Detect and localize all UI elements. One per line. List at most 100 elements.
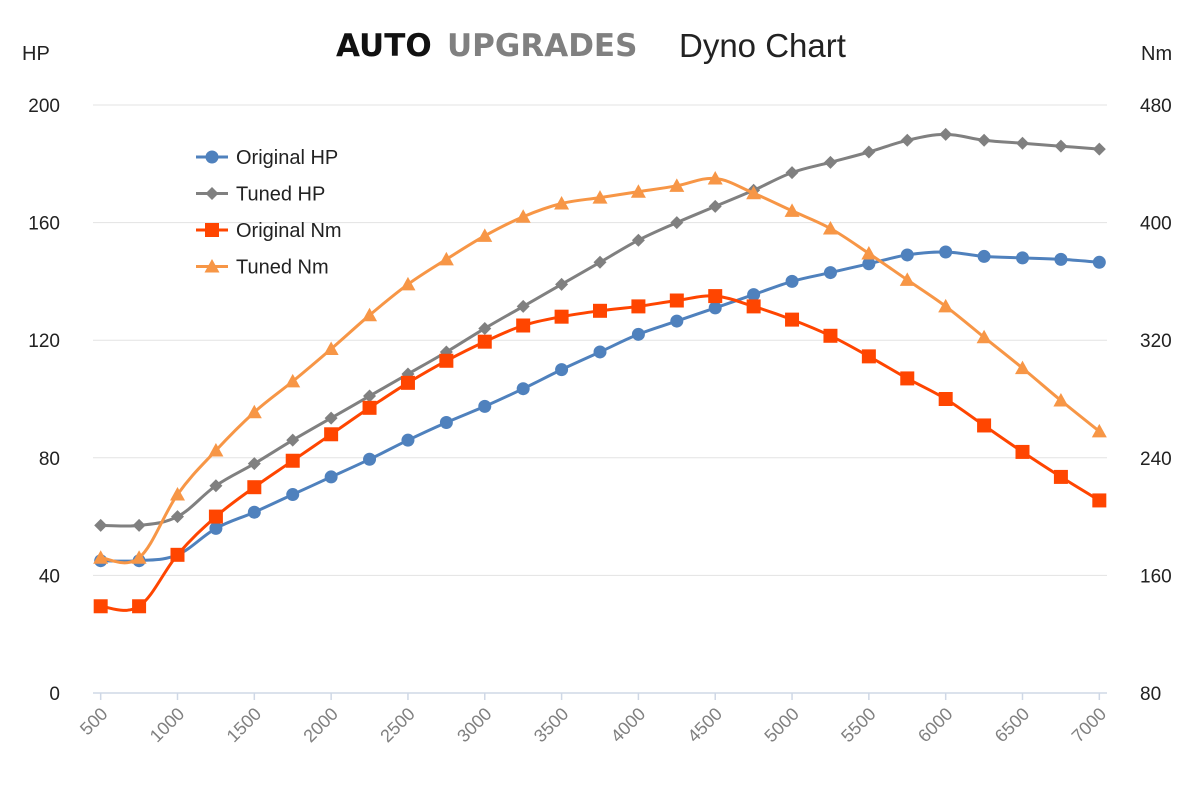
x-tick-label: 4500 [684, 704, 726, 746]
data-point-tuned-nm [477, 228, 493, 242]
data-point-tuned-nm [170, 487, 185, 501]
data-point-tuned-hp [171, 510, 184, 524]
data-point-original-nm [324, 427, 339, 442]
y-left-tick-label: 80 [39, 449, 60, 470]
data-point-tuned-hp [324, 411, 338, 425]
data-point-tuned-hp [593, 255, 607, 269]
legend-marker [204, 259, 220, 273]
y-right-tick-label: 160 [1140, 566, 1172, 587]
data-point-tuned-hp [670, 216, 684, 230]
data-point-original-hp [823, 266, 837, 280]
data-point-original-hp [401, 433, 415, 447]
data-point-tuned-hp [247, 457, 261, 471]
x-tick-label: 5500 [837, 704, 879, 746]
data-point-original-nm [285, 453, 300, 468]
data-point-tuned-nm [246, 404, 262, 419]
data-point-tuned-nm [822, 220, 838, 235]
data-point-tuned-hp [862, 145, 876, 159]
data-point-tuned-nm [323, 341, 339, 356]
data-point-original-hp [324, 470, 338, 484]
data-point-original-nm [631, 299, 646, 314]
data-point-tuned-nm [93, 550, 109, 564]
data-point-tuned-hp [631, 233, 645, 247]
y-right-tick-label: 80 [1140, 684, 1161, 705]
data-point-tuned-hp [1092, 142, 1106, 156]
y-left-tick-label: 120 [28, 331, 60, 352]
data-point-original-nm [1053, 469, 1068, 484]
right-axis-unit-label: Nm [1141, 43, 1172, 65]
legend-item-tuned-nm: Tuned Nm [196, 257, 329, 279]
series-line-original-nm [100, 294, 1101, 612]
gridlines [93, 104, 1107, 576]
data-point-original-nm [708, 289, 723, 304]
data-point-tuned-nm [515, 209, 531, 223]
y-right-tick-label: 400 [1140, 214, 1172, 235]
data-point-original-nm [93, 599, 108, 614]
x-tick-label: 6000 [914, 704, 956, 746]
legend-label: Tuned HP [236, 184, 325, 206]
data-point-original-nm [400, 375, 415, 390]
data-point-original-nm [439, 353, 454, 368]
data-point-tuned-nm [1015, 360, 1030, 375]
data-point-original-hp [1016, 251, 1029, 265]
data-point-original-nm [938, 392, 953, 406]
legend-label: Original HP [236, 147, 338, 169]
data-point-original-nm [785, 312, 800, 327]
data-point-tuned-hp [516, 299, 530, 313]
data-point-tuned-nm [669, 178, 685, 192]
data-point-original-nm [208, 509, 223, 524]
data-point-original-hp [631, 327, 645, 341]
data-point-tuned-hp [900, 133, 914, 147]
brand-auto: AUTO [336, 28, 432, 64]
legend-item-original-hp: Original HP [196, 147, 338, 169]
data-point-original-nm [516, 318, 531, 333]
data-point-tuned-hp [94, 518, 108, 532]
data-point-original-nm [362, 400, 377, 415]
data-point-tuned-hp [478, 321, 492, 335]
y-right-tick-label: 240 [1140, 449, 1172, 470]
x-tick-label: 1000 [146, 704, 188, 746]
data-point-tuned-nm [438, 251, 454, 266]
data-point-original-hp [439, 416, 453, 430]
data-point-tuned-nm [554, 195, 570, 210]
legend: Original HP Tuned HP Original Nm Tuned Nm [196, 147, 342, 279]
y-left-tick-label: 200 [28, 96, 60, 117]
data-point-tuned-nm [861, 245, 877, 260]
y-right-tick-label: 320 [1140, 331, 1172, 352]
data-point-original-nm [170, 547, 185, 562]
data-point-tuned-hp [555, 277, 569, 291]
data-point-original-nm [669, 293, 684, 308]
x-tick-label: 1500 [223, 704, 265, 746]
data-point-original-hp [708, 301, 722, 315]
data-series [93, 127, 1107, 614]
left-axis-unit-label: HP [22, 43, 50, 65]
legend-item-original-nm: Original Nm [196, 220, 342, 242]
data-point-original-nm [132, 599, 147, 614]
data-point-tuned-nm [784, 203, 800, 217]
data-point-tuned-hp [132, 518, 146, 532]
x-tick-label: 3500 [530, 704, 572, 746]
brand-upgrades: UPGRADES [447, 28, 637, 64]
legend-label: Tuned Nm [236, 257, 329, 279]
data-point-original-nm [593, 303, 607, 318]
data-point-original-hp [209, 521, 223, 535]
data-point-original-nm [477, 334, 492, 349]
data-point-tuned-nm [400, 276, 416, 291]
series-tuned-nm [93, 171, 1107, 565]
data-point-original-hp [247, 505, 261, 519]
data-point-tuned-hp [209, 479, 223, 493]
y-left-tick-label: 40 [39, 566, 60, 587]
data-point-tuned-hp [823, 155, 837, 169]
data-point-tuned-nm [285, 373, 301, 388]
data-point-tuned-hp [785, 166, 799, 180]
data-point-tuned-nm [899, 272, 915, 286]
y-left-tick-label: 160 [28, 214, 60, 235]
data-point-tuned-nm [976, 329, 992, 344]
data-point-original-nm [1092, 493, 1107, 508]
data-point-original-hp [363, 452, 377, 466]
data-point-tuned-hp [977, 133, 991, 147]
data-point-tuned-hp [939, 127, 953, 141]
data-point-original-hp [785, 274, 799, 288]
data-point-tuned-nm [1053, 392, 1069, 407]
data-point-tuned-hp [286, 433, 300, 447]
